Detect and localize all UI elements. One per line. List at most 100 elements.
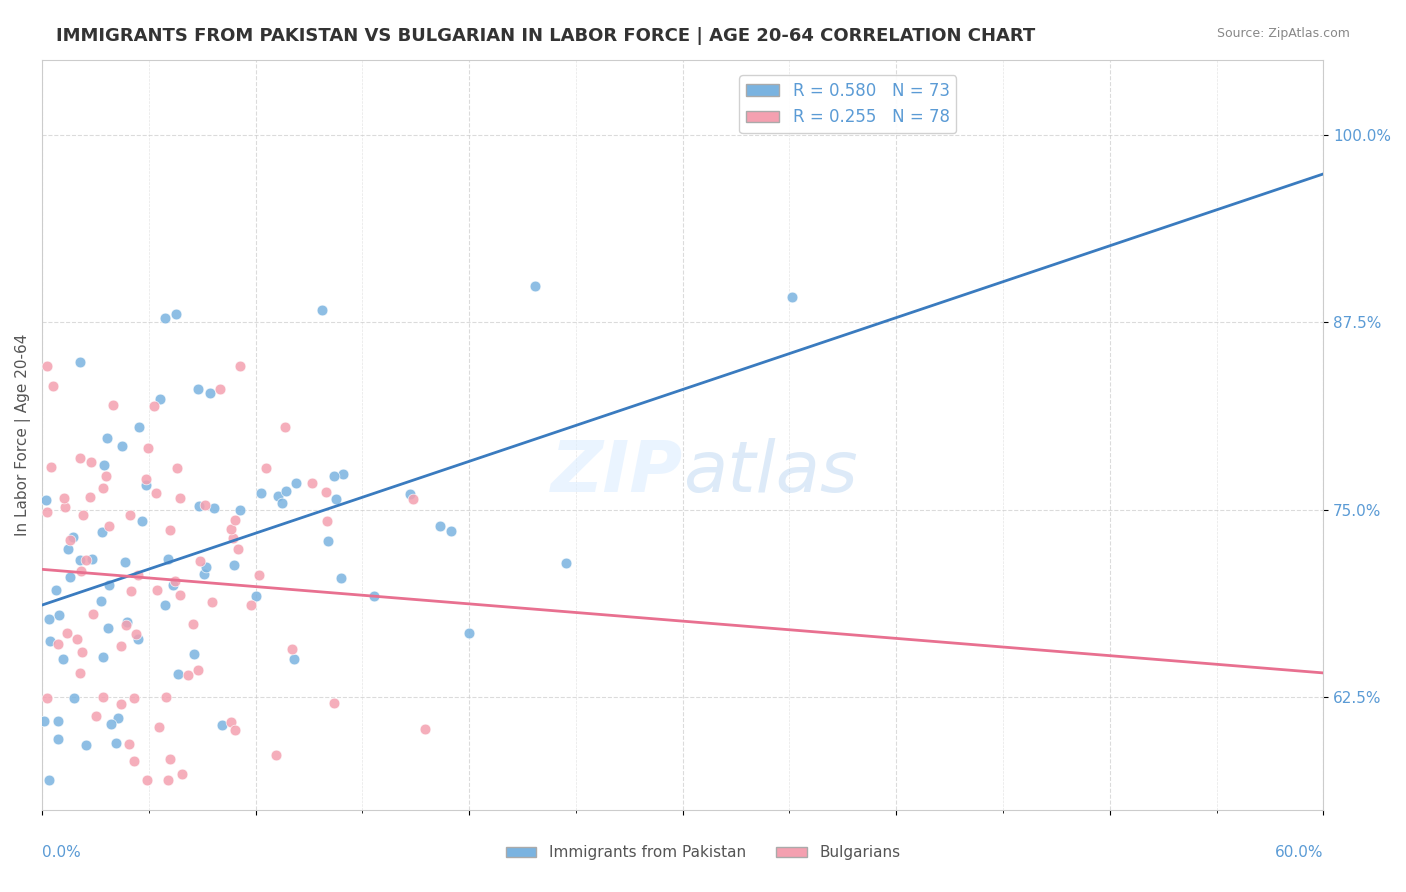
Point xyxy=(202,501,225,516)
Point xyxy=(82,607,104,622)
Point xyxy=(91,690,114,704)
Point xyxy=(159,523,181,537)
Point xyxy=(80,552,103,566)
Point xyxy=(429,518,451,533)
Point xyxy=(42,379,65,393)
Point xyxy=(399,486,422,500)
Point xyxy=(245,590,267,604)
Point xyxy=(39,634,62,648)
Point xyxy=(124,690,146,705)
Point xyxy=(249,486,271,500)
Point xyxy=(98,578,121,592)
Point xyxy=(195,560,218,574)
Point xyxy=(148,720,170,734)
Point xyxy=(315,484,337,499)
Point xyxy=(131,515,153,529)
Point xyxy=(114,554,136,568)
Point xyxy=(52,651,75,665)
Point xyxy=(155,690,177,704)
Point xyxy=(120,508,142,522)
Point xyxy=(267,489,290,503)
Point xyxy=(159,751,181,765)
Point xyxy=(46,731,69,746)
Point xyxy=(276,483,298,498)
Point xyxy=(222,531,245,545)
Point xyxy=(145,485,167,500)
Text: atlas: atlas xyxy=(683,438,858,507)
Point xyxy=(38,612,60,626)
Point xyxy=(332,467,354,481)
Point xyxy=(127,567,149,582)
Text: ZIP: ZIP xyxy=(550,438,683,507)
Point xyxy=(135,472,157,486)
Point xyxy=(228,502,250,516)
Point xyxy=(135,478,157,492)
Point xyxy=(120,584,142,599)
Point xyxy=(165,574,187,588)
Point xyxy=(271,496,294,510)
Point xyxy=(457,625,479,640)
Point xyxy=(34,493,56,508)
Point xyxy=(75,738,97,752)
Point xyxy=(122,754,145,768)
Point xyxy=(69,450,91,465)
Point xyxy=(62,691,84,706)
Point xyxy=(91,481,114,495)
Point xyxy=(193,498,215,512)
Point xyxy=(110,639,132,653)
Point xyxy=(70,645,93,659)
Point xyxy=(554,556,576,570)
Point xyxy=(254,461,277,475)
Point xyxy=(222,558,245,572)
Point xyxy=(170,767,193,781)
Point xyxy=(169,491,191,505)
Text: 0.0%: 0.0% xyxy=(42,846,82,861)
Point xyxy=(187,663,209,677)
Point xyxy=(107,711,129,725)
Point xyxy=(69,666,91,681)
Point xyxy=(90,593,112,607)
Point xyxy=(183,647,205,661)
Text: 60.0%: 60.0% xyxy=(1275,846,1323,861)
Point xyxy=(75,553,97,567)
Point xyxy=(363,589,385,603)
Point xyxy=(415,722,437,736)
Point xyxy=(84,709,107,723)
Point xyxy=(266,747,288,762)
Point xyxy=(157,772,180,787)
Point xyxy=(35,505,58,519)
Point xyxy=(35,691,58,706)
Point xyxy=(146,583,169,598)
Point xyxy=(323,468,346,483)
Point xyxy=(211,718,233,732)
Point xyxy=(524,278,547,293)
Point xyxy=(46,637,69,651)
Point xyxy=(153,311,176,326)
Point xyxy=(136,441,159,455)
Text: Source: ZipAtlas.com: Source: ZipAtlas.com xyxy=(1216,27,1350,40)
Point xyxy=(80,454,103,468)
Point xyxy=(115,618,138,632)
Point xyxy=(38,772,60,787)
Point xyxy=(274,420,297,434)
Point xyxy=(72,508,94,523)
Point xyxy=(35,359,58,373)
Point xyxy=(91,650,114,665)
Point xyxy=(69,552,91,566)
Point xyxy=(311,302,333,317)
Point xyxy=(166,461,188,475)
Point xyxy=(315,514,337,528)
Point xyxy=(52,491,75,506)
Point xyxy=(66,632,89,646)
Point xyxy=(165,307,187,321)
Point xyxy=(56,625,79,640)
Point xyxy=(157,551,180,566)
Point xyxy=(111,439,134,453)
Point xyxy=(96,469,118,483)
Point xyxy=(226,541,249,556)
Point xyxy=(325,491,347,506)
Point xyxy=(110,697,132,711)
Point xyxy=(329,571,352,585)
Point xyxy=(285,476,308,491)
Point xyxy=(91,524,114,539)
